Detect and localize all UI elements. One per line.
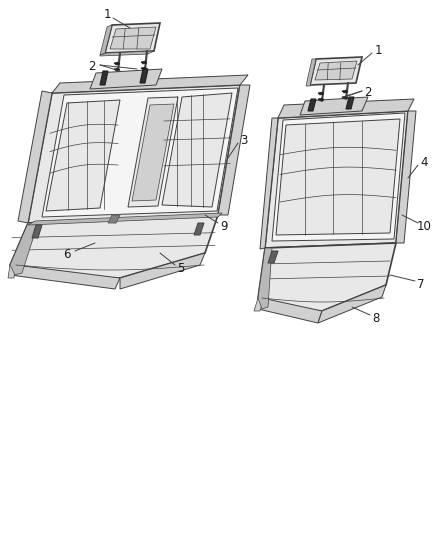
Polygon shape bbox=[18, 91, 52, 223]
Text: 6: 6 bbox=[63, 247, 71, 261]
Text: 1: 1 bbox=[103, 9, 111, 21]
Polygon shape bbox=[90, 69, 162, 89]
Polygon shape bbox=[28, 213, 222, 225]
Polygon shape bbox=[132, 104, 174, 201]
Text: 2: 2 bbox=[364, 86, 372, 100]
Text: 5: 5 bbox=[177, 262, 185, 276]
Polygon shape bbox=[315, 61, 357, 80]
Polygon shape bbox=[308, 99, 316, 111]
Polygon shape bbox=[100, 51, 154, 56]
Polygon shape bbox=[258, 298, 322, 323]
Polygon shape bbox=[32, 225, 42, 238]
Polygon shape bbox=[162, 93, 232, 207]
Text: 1: 1 bbox=[374, 44, 382, 56]
Polygon shape bbox=[272, 113, 405, 241]
Polygon shape bbox=[8, 265, 15, 278]
Polygon shape bbox=[268, 251, 278, 263]
Polygon shape bbox=[396, 111, 416, 243]
Polygon shape bbox=[140, 69, 148, 83]
Polygon shape bbox=[52, 75, 248, 93]
Polygon shape bbox=[100, 25, 112, 55]
Polygon shape bbox=[46, 100, 120, 211]
Polygon shape bbox=[114, 68, 120, 71]
Polygon shape bbox=[310, 57, 362, 85]
Polygon shape bbox=[278, 99, 414, 118]
Polygon shape bbox=[10, 265, 120, 289]
Polygon shape bbox=[218, 85, 250, 215]
Text: 7: 7 bbox=[417, 278, 425, 290]
Polygon shape bbox=[194, 223, 204, 235]
Polygon shape bbox=[108, 215, 120, 223]
Text: 4: 4 bbox=[420, 156, 428, 168]
Polygon shape bbox=[105, 23, 160, 53]
Polygon shape bbox=[318, 98, 324, 101]
Polygon shape bbox=[110, 27, 156, 49]
Polygon shape bbox=[141, 61, 147, 64]
Polygon shape bbox=[254, 298, 264, 311]
Text: 2: 2 bbox=[88, 61, 96, 74]
Polygon shape bbox=[342, 96, 348, 99]
Polygon shape bbox=[318, 92, 324, 95]
Polygon shape bbox=[141, 67, 147, 70]
Polygon shape bbox=[42, 88, 238, 217]
Polygon shape bbox=[300, 97, 368, 115]
Polygon shape bbox=[318, 285, 386, 323]
Text: 8: 8 bbox=[372, 311, 380, 325]
Polygon shape bbox=[276, 119, 400, 235]
Text: 3: 3 bbox=[240, 133, 247, 147]
Polygon shape bbox=[128, 97, 178, 207]
Polygon shape bbox=[258, 248, 272, 309]
Polygon shape bbox=[120, 253, 205, 289]
Polygon shape bbox=[260, 118, 278, 249]
Polygon shape bbox=[100, 71, 108, 85]
Polygon shape bbox=[306, 59, 316, 86]
Polygon shape bbox=[114, 62, 120, 65]
Text: 10: 10 bbox=[417, 220, 431, 232]
Polygon shape bbox=[265, 111, 408, 248]
Text: 9: 9 bbox=[220, 220, 228, 232]
Polygon shape bbox=[258, 243, 396, 311]
Polygon shape bbox=[346, 97, 354, 109]
Polygon shape bbox=[28, 85, 240, 223]
Polygon shape bbox=[342, 90, 348, 93]
Polygon shape bbox=[10, 215, 218, 278]
Polygon shape bbox=[10, 223, 38, 275]
